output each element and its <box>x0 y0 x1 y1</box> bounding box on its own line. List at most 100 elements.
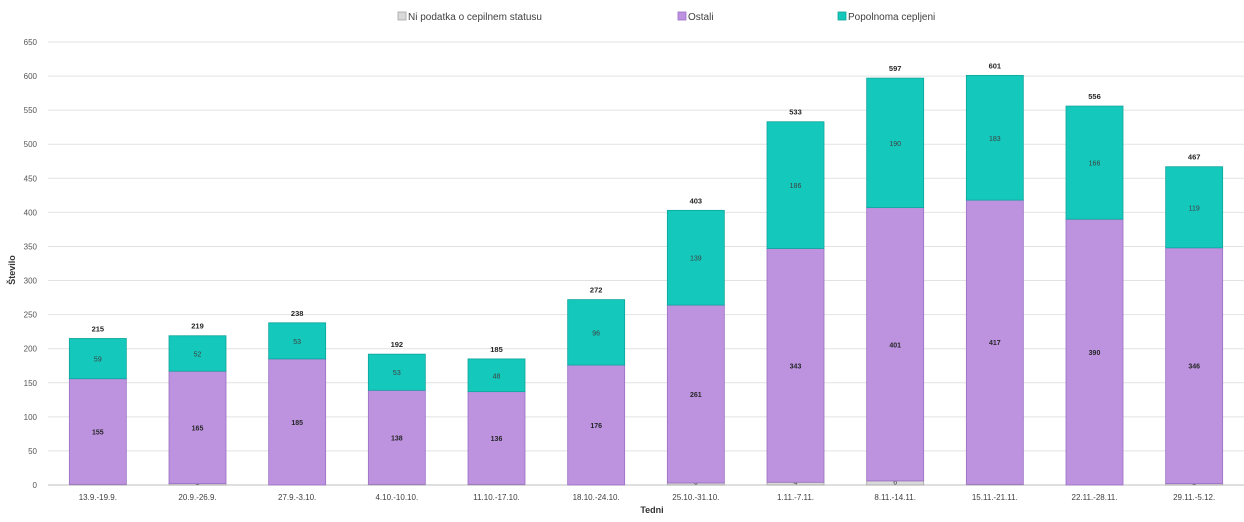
total-label: 597 <box>889 64 902 73</box>
bar-segment <box>666 304 725 484</box>
bar-segment <box>866 207 925 482</box>
bar-segment <box>467 358 526 393</box>
legend: Ni podatka o cepilnem statusu Ostali Popol… <box>397 11 935 23</box>
total-label: 215 <box>92 324 105 333</box>
bar-segment <box>965 199 1024 485</box>
data-label: 343 <box>790 363 802 370</box>
data-label: 138 <box>391 435 403 442</box>
bar-segment <box>766 121 825 249</box>
data-label: 52 <box>194 351 202 358</box>
x-tick-label: 1.11.-7.11. <box>777 493 814 502</box>
bar-segment <box>766 248 825 483</box>
total-label: 185 <box>490 345 503 354</box>
y-tick-label: 450 <box>24 174 38 183</box>
data-label: 185 <box>291 420 303 427</box>
y-axis: 0 50 100 150 200 250 300 350 400 450 500 550 600 650 <box>24 38 38 490</box>
data-label: 96 <box>592 330 600 337</box>
data-label: 119 <box>1189 205 1200 212</box>
x-tick-label: 22.11.-28.11. <box>1072 493 1118 502</box>
data-label: 155 <box>92 429 104 436</box>
y-tick-label: 400 <box>24 208 38 217</box>
total-label: 219 <box>191 322 204 331</box>
x-tick-label: 27.9.-3.10. <box>278 493 316 502</box>
data-label: 401 <box>889 342 901 349</box>
y-axis-title: Število <box>6 255 17 285</box>
x-tick-label: 8.11.-14.11. <box>874 493 916 502</box>
x-tick-label: 4.10.-10.10. <box>375 493 418 502</box>
data-label: 59 <box>94 357 102 364</box>
y-tick-label: 0 <box>33 481 38 490</box>
gridlines <box>48 41 1244 486</box>
data-label: 4 <box>794 480 798 487</box>
bar-segment <box>567 364 626 486</box>
bar-segment <box>68 338 127 380</box>
y-tick-label: 50 <box>28 447 37 456</box>
legend-label: Ni podatka o cepilnem statusu <box>408 12 542 23</box>
data-label: 48 <box>493 373 501 380</box>
x-tick-label: 15.11.-21.11. <box>972 493 1018 502</box>
x-tick-label: 13.9.-19.9. <box>79 493 117 502</box>
legend-swatch <box>837 11 847 21</box>
x-axis: 13.9.-19.9. 20.9.-26.9. 27.9.-3.10. 4.10.-1… <box>79 493 1216 502</box>
bar-segment <box>666 209 725 306</box>
y-tick-label: 600 <box>24 72 38 81</box>
y-tick-label: 500 <box>24 140 38 149</box>
data-label: 261 <box>690 392 702 399</box>
y-tick-label: 150 <box>24 379 38 388</box>
total-label: 403 <box>690 196 703 205</box>
data-label: 390 <box>1089 350 1101 357</box>
legend-swatch <box>677 11 687 21</box>
total-label: 272 <box>590 286 603 295</box>
total-label: 533 <box>789 108 802 117</box>
x-tick-label: 25.10.-31.10. <box>672 493 719 502</box>
total-label: 192 <box>391 340 404 349</box>
data-label: 6 <box>893 480 897 487</box>
data-label: 165 <box>192 425 204 432</box>
bar-segment <box>268 358 327 486</box>
data-label: 139 <box>690 256 702 263</box>
x-axis-title: Tedni <box>640 505 663 515</box>
legend-swatch <box>397 11 407 21</box>
x-tick-label: 18.10.-24.10. <box>573 493 620 502</box>
y-tick-label: 250 <box>24 311 38 320</box>
total-label: 238 <box>291 309 304 318</box>
data-label: 166 <box>1089 161 1101 168</box>
y-tick-label: 350 <box>24 242 38 251</box>
data-label: 53 <box>393 370 401 377</box>
bar-segment <box>1065 218 1124 486</box>
y-tick-label: 200 <box>24 345 38 354</box>
legend-label: Ostali <box>688 12 714 23</box>
x-tick-label: 29.11.-5.12. <box>1173 493 1215 502</box>
y-tick-label: 100 <box>24 413 38 422</box>
bar-segment <box>268 322 327 360</box>
bar-segment <box>567 299 626 366</box>
data-label: 186 <box>790 183 802 190</box>
bar-segment <box>866 77 925 209</box>
bar-segment <box>367 353 426 391</box>
legend-label: Popolnoma cepljeni <box>848 12 935 23</box>
total-label: 601 <box>989 61 1002 70</box>
bars: 1155592152165522190185532381138531921136… <box>68 61 1224 487</box>
bar-segment <box>68 378 127 485</box>
bar-segment <box>467 391 526 485</box>
total-label: 556 <box>1088 92 1101 101</box>
x-tick-label: 11.10.-17.10. <box>473 493 520 502</box>
bar-segment <box>1165 247 1224 485</box>
y-tick-label: 650 <box>24 38 38 47</box>
data-label: 190 <box>889 141 901 148</box>
data-label: 176 <box>590 423 602 430</box>
bar-segment <box>965 74 1024 201</box>
data-label: 183 <box>989 136 1001 143</box>
bar-segment <box>367 389 426 485</box>
y-tick-label: 300 <box>24 277 38 286</box>
x-tick-label: 20.9.-26.9. <box>178 493 216 502</box>
y-tick-label: 550 <box>24 106 38 115</box>
data-label: 417 <box>989 340 1001 347</box>
data-label: 346 <box>1188 364 1200 371</box>
total-label: 467 <box>1188 153 1201 162</box>
bar-segment <box>1065 105 1124 220</box>
data-label: 53 <box>293 339 301 346</box>
bar-segment <box>168 335 227 372</box>
